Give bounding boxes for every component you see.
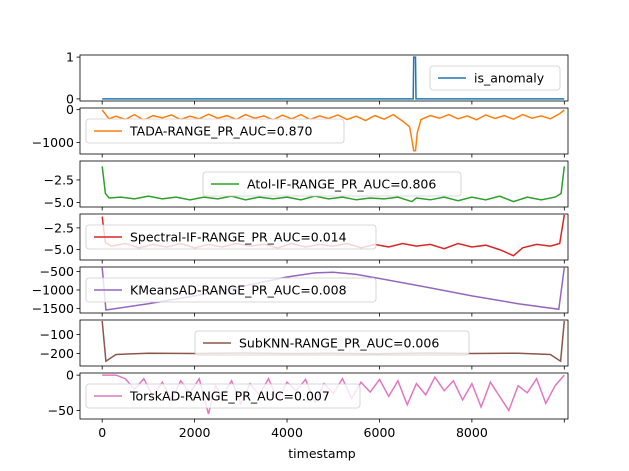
x-tick-label: 2000 — [179, 425, 211, 440]
legend-box — [194, 330, 470, 356]
series-line-is_anomaly — [102, 56, 565, 100]
legend-box — [85, 118, 345, 144]
legend: is_anomaly — [429, 65, 561, 91]
legend-box — [202, 171, 462, 197]
legend: SubKNN-RANGE_PR_AUC=0.006 — [194, 330, 470, 356]
y-tick-label: 0 — [66, 91, 74, 106]
panel-is_anomaly: 0 1 is_anomaly — [66, 50, 569, 106]
legend: KMeansAD-RANGE_PR_AUC=0.008 — [85, 277, 377, 303]
y-tick-label: −1000 — [32, 135, 74, 150]
legend-label: Spectral-IF-RANGE_PR_AUC=0.014 — [130, 230, 347, 245]
x-axis: 0 2000 4000 6000 8000 — [98, 425, 488, 440]
legend-label: TADA-RANGE_PR_AUC=0.870 — [129, 124, 313, 139]
y-tick-label: −5.0 — [44, 195, 74, 210]
legend-box — [429, 65, 561, 91]
panel-subknn: −100 −200 SubKNN-RANGE_PR_AUC=0.006 — [40, 319, 569, 370]
y-tick-label: −2.5 — [44, 220, 74, 235]
y-tick-label: −100 — [40, 327, 74, 342]
x-tick-label: 8000 — [456, 425, 488, 440]
panel-atol-if: −2.5 −5.0 Atol-IF-RANGE_PR_AUC=0.806 — [44, 160, 569, 211]
y-tick-label: 1 — [66, 50, 74, 65]
legend-box — [85, 383, 361, 409]
panel-torskad: 0 −50 TorskAD-RANGE_PR_AUC=0.007 — [48, 368, 569, 423]
legend-label: SubKNN-RANGE_PR_AUC=0.006 — [239, 336, 439, 351]
panel-tada: 0 −1000 TADA-RANGE_PR_AUC=0.870 — [32, 102, 569, 158]
axes-frame — [79, 372, 569, 420]
x-axis-label: timestamp — [288, 446, 355, 461]
legend-label: KMeansAD-RANGE_PR_AUC=0.008 — [130, 283, 347, 298]
y-tick-label: −500 — [40, 264, 74, 279]
y-tick-label: 0 — [66, 102, 74, 117]
legend-label: TorskAD-RANGE_PR_AUC=0.007 — [129, 389, 330, 404]
y-tick-label: −200 — [40, 346, 74, 361]
panel-spectral-if: −2.5 −5.0 Spectral-IF-RANGE_PR_AUC=0.014 — [44, 213, 569, 264]
y-tick-label: −1500 — [32, 301, 74, 316]
series-line-atol-if — [101, 166, 566, 203]
axes-frame — [79, 107, 569, 155]
panel-kmeansad: −500 −1000 −1500 KMeansAD-RANGE_PR_AUC=0.00… — [32, 264, 569, 317]
legend-box — [85, 277, 377, 303]
y-tick-label: −2.5 — [44, 172, 74, 187]
legend-label: Atol-IF-RANGE_PR_AUC=0.806 — [247, 177, 436, 192]
y-tick-label: −50 — [48, 403, 74, 418]
axes-frame — [79, 213, 569, 261]
x-tick-label: 4000 — [271, 425, 303, 440]
y-tick-label: −5.0 — [44, 242, 74, 257]
x-tick-label: 0 — [98, 425, 106, 440]
y-tick-label: 0 — [66, 368, 74, 383]
legend-label: is_anomaly — [474, 71, 545, 86]
legend: TADA-RANGE_PR_AUC=0.870 — [85, 118, 345, 144]
legend: Spectral-IF-RANGE_PR_AUC=0.014 — [85, 224, 377, 250]
legend: Atol-IF-RANGE_PR_AUC=0.806 — [202, 171, 462, 197]
legend-box — [85, 224, 377, 250]
y-tick-label: −1000 — [32, 283, 74, 298]
x-tick-label: 6000 — [364, 425, 396, 440]
axes-frame — [79, 319, 569, 367]
axes-frame — [79, 54, 569, 102]
legend: TorskAD-RANGE_PR_AUC=0.007 — [85, 383, 361, 409]
axes-frame — [79, 160, 569, 208]
